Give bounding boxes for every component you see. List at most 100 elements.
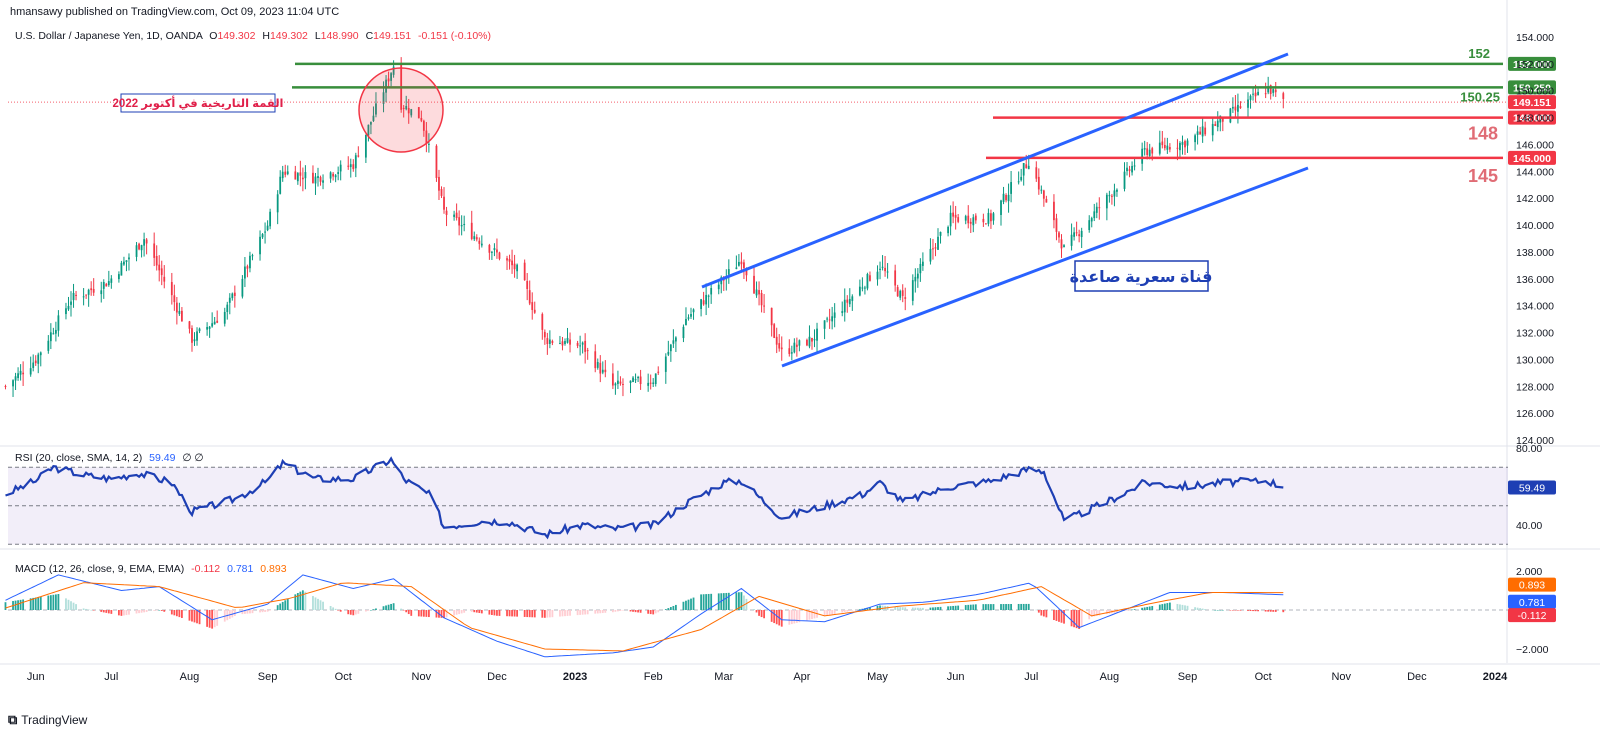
candle-body: [692, 309, 695, 313]
candle-body: [690, 313, 692, 317]
candle-body: [34, 360, 37, 364]
macd-histogram-bar: [478, 610, 481, 613]
candle-body: [1053, 201, 1055, 221]
candle-body: [140, 245, 143, 251]
candle-body: [667, 351, 670, 355]
annotation-channel: قناة سعرية صاعدة: [1070, 260, 1212, 292]
macd-histogram-bar: [788, 610, 791, 625]
macd-histogram-bar: [269, 610, 272, 611]
time-tick-label: 2023: [563, 671, 587, 683]
candle-body: [352, 164, 355, 170]
rsi-legend-name: RSI (20, close, SMA, 14, 2): [15, 452, 143, 464]
candle-body: [107, 281, 110, 286]
macd-histogram-bar: [392, 603, 395, 610]
candle-body: [1179, 142, 1181, 151]
macd-line: [5, 574, 1284, 658]
macd-histogram-bar: [473, 610, 476, 613]
candle-body: [1005, 195, 1007, 201]
price-tick-label: 134.000: [1516, 301, 1554, 313]
macd-histogram-bar: [1060, 610, 1063, 623]
macd-histogram-bar: [49, 595, 52, 610]
candle-body: [460, 225, 463, 227]
candle-body: [1007, 194, 1010, 202]
candle-body: [581, 342, 584, 345]
macd-histogram-bar: [453, 610, 455, 616]
macd-histogram-bar: [1282, 610, 1285, 613]
macd-histogram-bar: [279, 603, 282, 610]
macd-histogram-bar: [266, 610, 269, 612]
candle-body: [743, 262, 745, 269]
candle-body: [1252, 93, 1254, 95]
macd-histogram-bar: [541, 610, 544, 618]
macd-histogram-bar: [128, 610, 130, 615]
candle-body: [790, 352, 793, 354]
candle-body: [914, 276, 917, 282]
candle-body: [193, 339, 196, 342]
macd-histogram-bar: [470, 610, 473, 612]
macd-histogram-bar: [1040, 610, 1043, 616]
macd-histogram-bar: [52, 594, 55, 610]
macd-histogram-bar: [569, 610, 571, 616]
macd-histogram-bar: [990, 604, 992, 610]
candle-body: [438, 176, 440, 191]
macd-histogram-bar: [417, 610, 420, 617]
macd-histogram-bar: [637, 610, 639, 613]
macd-histogram-bar: [1042, 610, 1045, 617]
candle-body: [531, 302, 534, 310]
macd-histogram-bar: [929, 607, 932, 610]
macd-histogram-bar: [493, 610, 496, 616]
candle-body: [145, 239, 148, 244]
macd-histogram-bar: [725, 592, 728, 610]
candle-body: [932, 248, 934, 250]
macd-histogram-bar: [957, 605, 960, 610]
macd-histogram-bar: [443, 610, 445, 619]
candle-body: [1282, 93, 1285, 99]
candle-body: [629, 380, 632, 383]
macd-histogram-bar: [793, 610, 796, 624]
macd-histogram-bar: [1237, 610, 1239, 611]
candle-body: [1022, 162, 1025, 176]
candle-body: [702, 300, 705, 305]
candle-body: [364, 134, 367, 158]
macd-histogram-bar: [123, 610, 125, 616]
macd-histogram-bar: [1234, 610, 1237, 611]
candle-body: [39, 352, 42, 356]
candle-body: [1128, 169, 1131, 171]
macd-histogram-bar: [435, 610, 438, 618]
candle-body: [664, 356, 667, 372]
macd-histogram-bar: [241, 610, 244, 615]
macd-histogram-bar: [1128, 610, 1131, 611]
tradingview-logo[interactable]: ⧉ TradingView: [8, 712, 87, 728]
macd-histogram-bar: [901, 607, 904, 610]
candle-body: [669, 344, 672, 352]
candle-body: [808, 336, 811, 347]
annotation-peak-box: [120, 93, 276, 113]
candle-body: [682, 326, 685, 339]
macd-histogram-bar: [158, 610, 161, 611]
close-value: 149.151: [373, 30, 412, 42]
candle-body: [478, 240, 481, 244]
time-tick-label: Dec: [1407, 671, 1427, 683]
candle-body: [952, 212, 955, 217]
low-value: 148.990: [320, 30, 359, 42]
macd-histogram-bar: [543, 610, 546, 618]
macd-histogram-bar: [806, 610, 808, 621]
candle-body: [246, 266, 249, 269]
macd-histogram-bar: [528, 610, 531, 618]
macd-histogram-bar: [264, 610, 266, 612]
candle-body: [1184, 141, 1186, 148]
macd-histogram-bar: [1201, 608, 1204, 610]
candle-body: [1249, 95, 1252, 100]
macd-histogram-bar: [463, 610, 466, 613]
macd-histogram-bar: [992, 604, 995, 610]
macd-histogram-bar: [1214, 609, 1217, 611]
candle-body: [685, 318, 687, 326]
macd-histogram-bar: [652, 610, 655, 615]
macd-histogram-bar: [932, 607, 934, 610]
candle-body: [1002, 193, 1005, 202]
macd-histogram-bar: [422, 610, 425, 617]
candle-body: [473, 236, 476, 240]
candle-body: [511, 260, 513, 266]
candle-body: [208, 326, 211, 329]
